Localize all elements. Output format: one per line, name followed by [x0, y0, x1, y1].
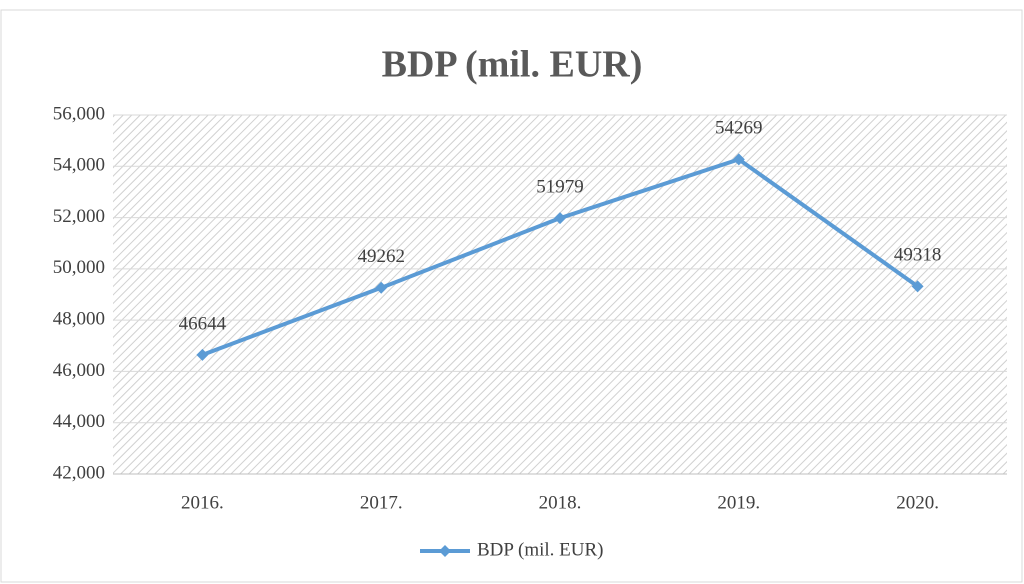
x-tick-label: 2017. — [360, 492, 403, 513]
y-tick-label: 50,000 — [53, 257, 105, 278]
data-label: 46644 — [179, 313, 227, 334]
y-tick-label: 48,000 — [53, 309, 105, 330]
marker — [196, 348, 209, 361]
data-label: 49318 — [894, 245, 942, 266]
data-label: 54269 — [715, 118, 763, 139]
x-tick-label: 2019. — [717, 492, 760, 513]
marker — [911, 280, 924, 293]
marker — [375, 281, 388, 294]
legend-marker — [439, 545, 451, 557]
x-tick-label: 2020. — [896, 492, 939, 513]
y-tick-label: 54,000 — [53, 155, 105, 176]
chart-title: BDP (mil. EUR) — [382, 44, 643, 86]
x-tick-label: 2016. — [181, 492, 224, 513]
x-tick-label: 2018. — [539, 492, 582, 513]
plot-area — [113, 115, 1007, 474]
y-tick-label: 46,000 — [53, 360, 105, 381]
data-label: 49262 — [357, 246, 405, 267]
y-tick-label: 42,000 — [53, 462, 105, 483]
marker — [732, 153, 745, 166]
y-tick-label: 52,000 — [53, 206, 105, 227]
y-tick-label: 44,000 — [53, 411, 105, 432]
marker — [554, 212, 566, 225]
legend-label: BDP (mil. EUR) — [477, 539, 604, 560]
data-label: 51979 — [536, 176, 584, 197]
y-tick-label: 56,000 — [53, 103, 105, 124]
